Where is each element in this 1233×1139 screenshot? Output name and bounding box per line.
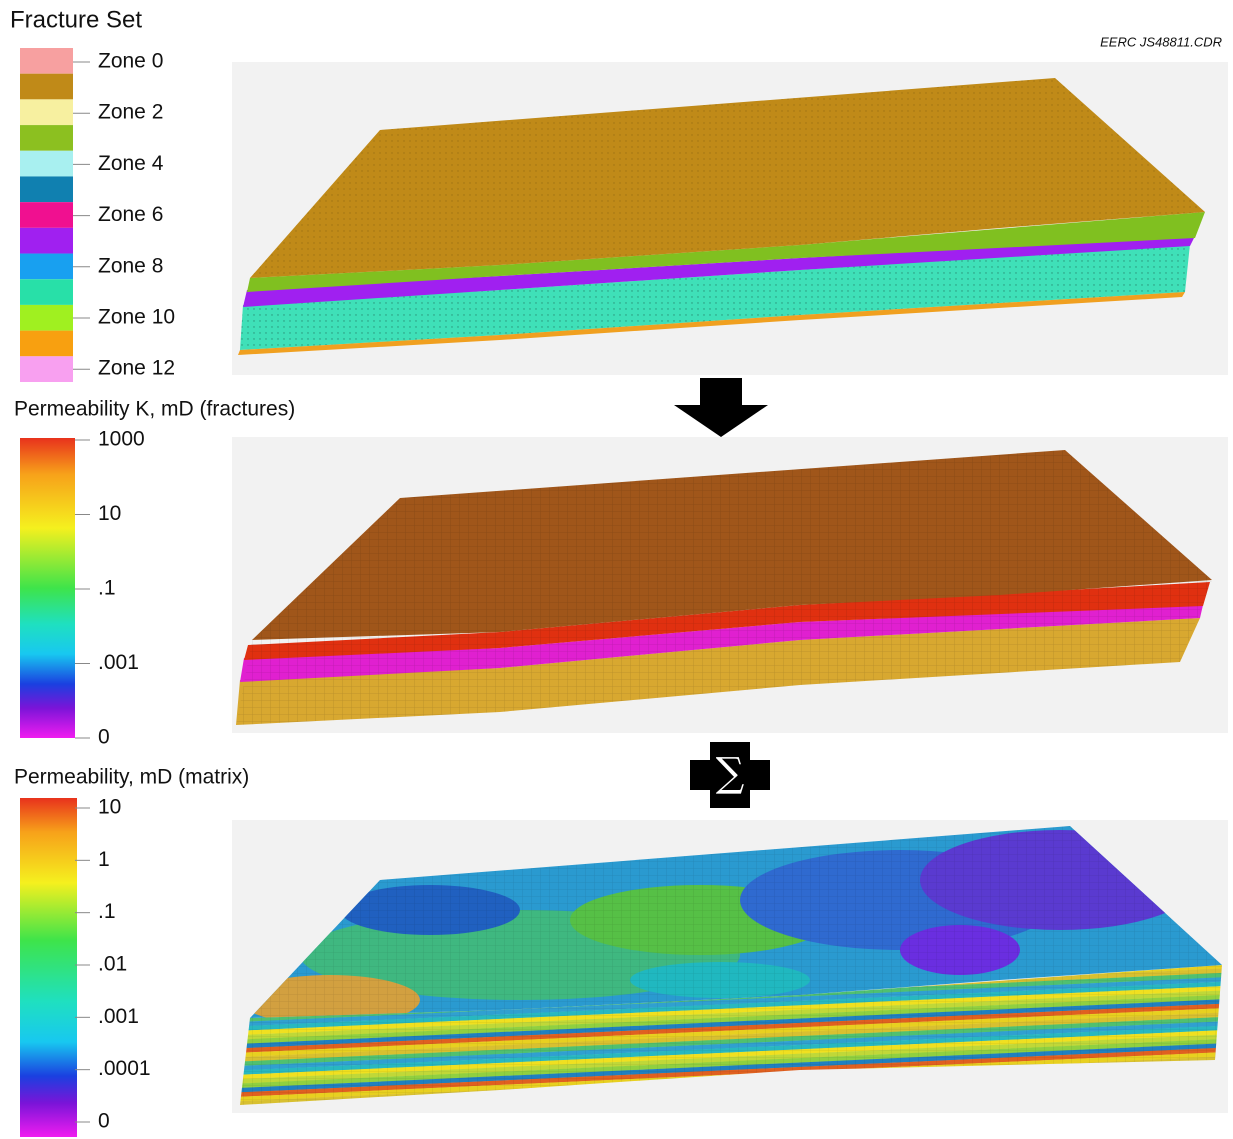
tick-label: 1000	[98, 428, 145, 451]
tick-label: .0001	[98, 1057, 151, 1080]
zone-swatch	[20, 356, 73, 382]
legend-title: Permeability, mD (matrix)	[14, 766, 249, 789]
colorbar-ticks: 10 1 .1 .01 .001 .0001 0	[75, 796, 151, 1133]
zone-swatch	[20, 305, 73, 331]
zone-label: Zone 0	[98, 50, 163, 73]
tick-label: .1	[98, 577, 116, 600]
tick-label: 1	[98, 848, 110, 871]
tick-label: .1	[98, 900, 116, 923]
zone-swatch	[20, 254, 73, 280]
zone-swatch	[20, 99, 73, 125]
zone-swatch	[20, 279, 73, 305]
sum-symbol: ∑	[716, 750, 745, 796]
fracture-set-title: Fracture Set	[10, 6, 142, 33]
tick-label: 10	[98, 502, 121, 525]
zone-label: Zone 4	[98, 152, 164, 175]
zone-label: Zone 10	[98, 306, 175, 329]
tick-label: 10	[98, 796, 121, 819]
tick-label: 0	[98, 1110, 110, 1133]
zone-swatch	[20, 228, 73, 254]
zone-label: Zone 12	[98, 357, 175, 380]
figure: Fracture Set EERC JS48811.CDR Zone 0Zone…	[0, 0, 1233, 1139]
tick-label: .001	[98, 651, 139, 674]
zone-swatch	[20, 74, 73, 100]
zone-swatch	[20, 331, 73, 357]
operator: ∑	[690, 742, 770, 808]
zone-label: Zone 8	[98, 254, 163, 277]
tick-label: 0	[98, 726, 110, 749]
colorbar	[20, 438, 75, 738]
zone-swatch	[20, 202, 73, 228]
tick-label: .001	[98, 1005, 139, 1028]
zone-swatch	[20, 151, 73, 177]
legend-title: Permeability K, mD (fractures)	[14, 398, 295, 421]
colorbar	[20, 798, 77, 1137]
down-arrow	[674, 378, 768, 437]
zone-swatch	[20, 125, 73, 151]
file-id: EERC JS48811.CDR	[1100, 34, 1222, 49]
page: Fracture Set EERC JS48811.CDR Zone 0Zone…	[0, 0, 1233, 1139]
tick-label: .01	[98, 953, 127, 976]
zone-swatches	[20, 48, 73, 382]
zone-swatch	[20, 176, 73, 202]
colorbar-ticks: 1000 10 .1 .001 0	[75, 428, 145, 749]
zone-label: Zone 6	[98, 203, 163, 226]
zone-swatch	[20, 48, 73, 74]
zone-labels: Zone 0 Zone 2 Zone 4 Zone 6 Zone 8 Zone 10 Zon…	[73, 50, 175, 380]
zone-label: Zone 2	[98, 101, 163, 124]
